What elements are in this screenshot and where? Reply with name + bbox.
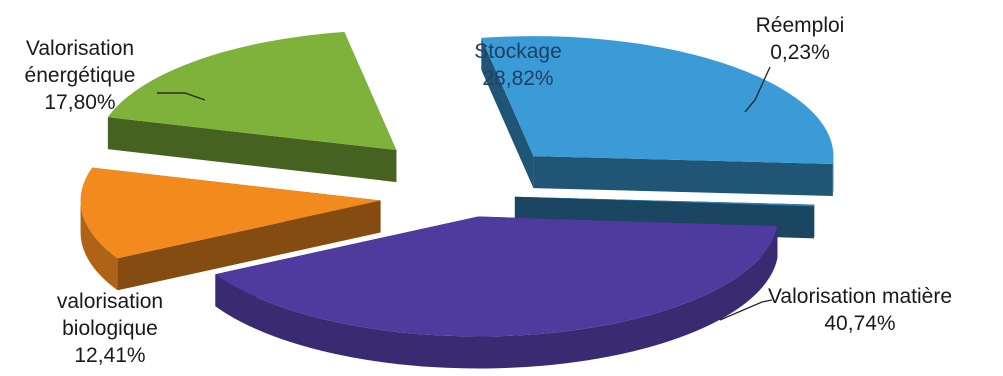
pie-slice-top-2 [215, 216, 778, 337]
pie-leader-line-1 [744, 66, 771, 113]
pie-label-3: valorisation biologique 12,41% [57, 290, 163, 367]
pie-labels: Stockage 28,82% Réemploi 0,23% Valorisation … [25, 14, 952, 367]
pie-label-value-4: 17,80% [44, 91, 115, 114]
pie-label-name-1: Réemploi [756, 14, 845, 37]
pie-slice-0 [481, 36, 834, 196]
pie-slice-rim-3-0 [80, 200, 118, 291]
pie-leader-line-4 [157, 92, 206, 101]
pie-slice-top-4 [107, 31, 397, 151]
pie-slice-3 [80, 167, 381, 291]
pie-label-0: Stockage 28,82% [474, 40, 562, 90]
pie-slice-top-3 [80, 167, 381, 259]
pie-label-value-3: 12,41% [74, 344, 145, 367]
pie-slice-top-0 [481, 36, 834, 164]
pie-label-value-1: 0,23% [770, 41, 830, 64]
pie-label-value-0: 28,82% [482, 67, 553, 90]
pie-slice-top-1 [514, 196, 815, 207]
pie-label-name-0: Stockage [474, 40, 562, 63]
pie-label-name-3: valorisation [57, 290, 163, 313]
pie-leader-line-2 [719, 299, 773, 321]
pie-slice-4 [107, 31, 397, 183]
pie-slice-wall-0-0 [481, 37, 534, 189]
pie-label-name-4: énergétique [25, 64, 136, 87]
pie-label-4: Valorisation énergétique 17,80% [25, 37, 206, 114]
pie-label-1: Réemploi 0,23% [744, 14, 845, 113]
pie-label-name-3: biologique [62, 317, 158, 340]
pie-label-name-2: Valorisation matière [768, 285, 952, 308]
pie-slice-wall-0-1 [533, 156, 833, 196]
pie-slices [80, 31, 834, 369]
pie-label-value-2: 40,74% [824, 312, 895, 335]
pie-slice-rim-0-0 [832, 156, 834, 196]
pie-label-2: Valorisation matière 40,74% [719, 285, 952, 335]
pie-slice-wall-4-0 [107, 117, 397, 183]
pie-slice-rim-2-0 [215, 226, 778, 369]
pie-label-name-4: Valorisation [26, 37, 134, 60]
pie-slice-2 [215, 216, 778, 369]
